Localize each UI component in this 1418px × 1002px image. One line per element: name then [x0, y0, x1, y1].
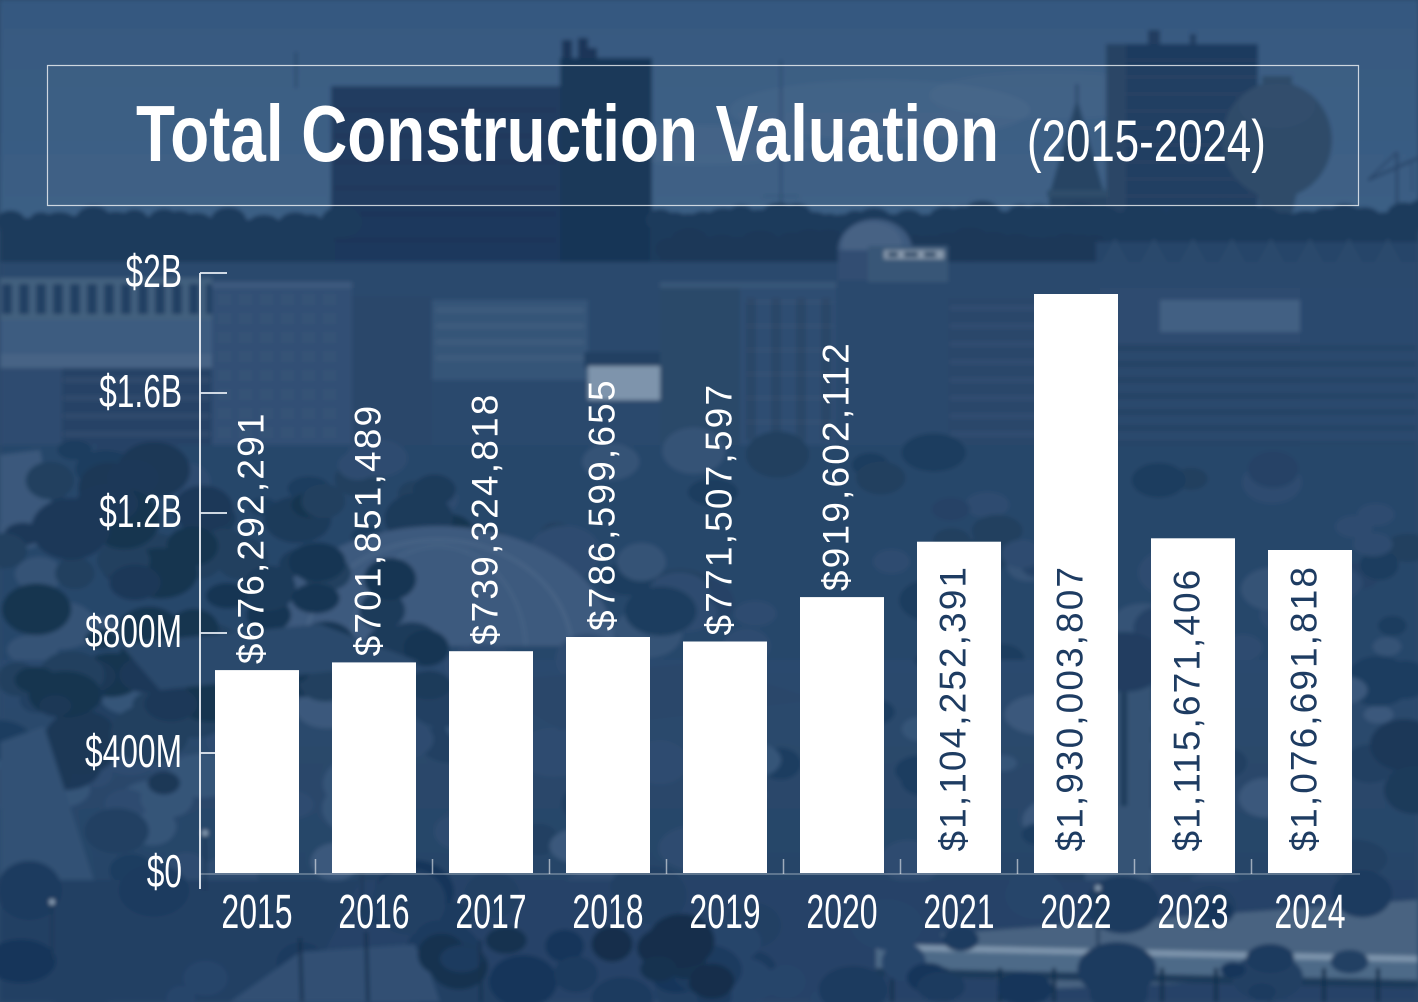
svg-text:$800M: $800M [85, 606, 182, 657]
svg-text:2018: 2018 [572, 884, 643, 938]
svg-text:$1.2B: $1.2B [99, 486, 182, 537]
svg-text:Total Construction Valuation: Total Construction Valuation [136, 90, 999, 178]
svg-text:$1,115,671,406: $1,115,671,406 [1167, 568, 1208, 852]
svg-text:2024: 2024 [1274, 884, 1345, 938]
svg-text:2019: 2019 [689, 884, 760, 938]
svg-text:$1,930,003,807: $1,930,003,807 [1050, 565, 1091, 852]
svg-text:$400M: $400M [85, 726, 182, 777]
svg-text:$1.6B: $1.6B [99, 366, 182, 417]
svg-text:2021: 2021 [923, 884, 994, 938]
svg-text:$2B: $2B [126, 246, 182, 297]
svg-text:$1,104,252,391: $1,104,252,391 [933, 565, 974, 852]
svg-text:$1,076,691,818: $1,076,691,818 [1284, 565, 1325, 852]
svg-text:2016: 2016 [338, 884, 409, 938]
svg-text:2020: 2020 [806, 884, 877, 938]
svg-text:2015: 2015 [221, 884, 292, 938]
svg-text:2022: 2022 [1040, 884, 1111, 938]
svg-text:$786,599,655: $786,599,655 [582, 378, 623, 631]
svg-text:$771,507,597: $771,507,597 [699, 383, 740, 636]
svg-text:$676,292,291: $676,292,291 [231, 411, 272, 664]
svg-text:(2015-2024): (2015-2024) [1027, 108, 1266, 173]
svg-text:2023: 2023 [1157, 884, 1228, 938]
svg-text:$919,602,112: $919,602,112 [816, 341, 857, 591]
svg-text:$739,324,818: $739,324,818 [465, 392, 506, 645]
svg-text:$0: $0 [147, 846, 182, 897]
svg-text:$701,851,489: $701,851,489 [348, 404, 389, 657]
svg-text:2017: 2017 [455, 884, 526, 938]
